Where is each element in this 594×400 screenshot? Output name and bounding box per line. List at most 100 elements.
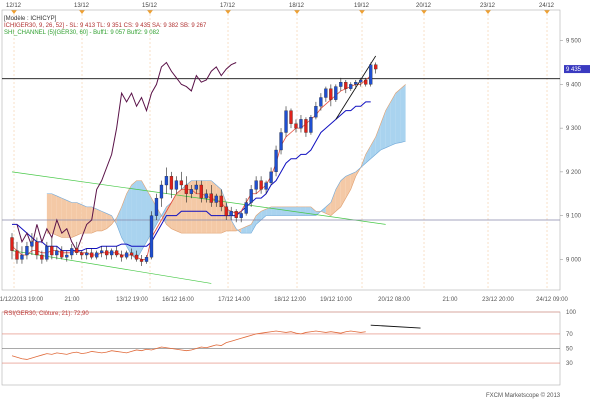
kumo-segment: [350, 171, 356, 190]
candle-body: [334, 86, 338, 100]
rsi-legend: RSI(GER30, Clôture, 21): 72,90: [4, 311, 89, 317]
kumo-segment: [206, 180, 212, 234]
candle-body: [105, 250, 109, 256]
kumo-segment: [106, 213, 112, 229]
candle-body: [364, 79, 368, 85]
candle-body: [80, 252, 84, 256]
candle-body: [50, 246, 54, 256]
price-tick-label: 9 100: [566, 214, 582, 220]
kumo-segment: [276, 206, 282, 216]
candle-body: [65, 254, 69, 258]
price-tick-label: 9 300: [566, 126, 582, 132]
kumo-segment: [101, 211, 107, 231]
candle-body: [299, 119, 303, 129]
candle-body: [149, 215, 154, 258]
candle-body: [264, 182, 268, 190]
date-marker: [485, 10, 491, 14]
footer-copyright: FXCM Marketscope © 2013: [486, 392, 561, 399]
time-tick-label: 23/12 20:00: [482, 297, 514, 303]
kumo-segment: [390, 93, 396, 146]
candle-body: [144, 257, 149, 262]
candle-body: [109, 250, 114, 256]
last-price-box: [564, 65, 590, 74]
candle-body: [60, 250, 64, 258]
date-marker: [294, 10, 300, 14]
channel-legend: SHI_CHANNEL (5)[GER30, 60] - Buff1: 9 05…: [4, 30, 160, 36]
candle-body: [194, 184, 198, 190]
kumo-segment: [216, 185, 222, 234]
candle-body: [304, 119, 308, 133]
price-axis: 9 000 9 100 9 200 9 300 9 400 9 500 9 435: [560, 39, 590, 263]
date-marker: [421, 10, 427, 14]
rsi-tick-label: 70: [566, 332, 573, 338]
candle-body: [229, 211, 233, 216]
candle-body: [35, 241, 39, 256]
date-marker: [79, 10, 85, 14]
price-tick-label: 9 000: [566, 257, 582, 263]
candle-body: [259, 180, 263, 190]
kumo-segment: [305, 206, 311, 216]
kumo-segment: [76, 202, 82, 236]
candle-body: [314, 106, 318, 118]
date-mark-label: 17/12: [220, 3, 236, 9]
time-tick-label: 20/12 08:00: [378, 297, 410, 303]
date-mark-label: 24/12: [539, 3, 555, 9]
price-tick-label: 9 400: [566, 82, 582, 88]
candle-body: [199, 184, 203, 199]
candle-body: [164, 176, 169, 186]
kumo-segment: [340, 176, 346, 207]
kumo-segment: [171, 193, 177, 231]
rsi-tick-label: 50: [566, 347, 573, 353]
date-marks: 12/12 13/12 15/12 17/12 18/12 19/12 20/12 23/12…: [6, 3, 555, 290]
candle-body: [55, 250, 59, 256]
candle-body: [25, 246, 29, 256]
candle-body: [204, 193, 208, 199]
candle-body: [359, 79, 363, 83]
candle-body: [279, 132, 283, 151]
date-mark-label: 19/12: [354, 3, 370, 9]
time-tick-label: 19/12 10:00: [320, 297, 352, 303]
candle-body: [174, 180, 179, 190]
ichimoku-legend: ICHIGER30, 9, 26, 52] - SL: 9 413 TL: 9 …: [4, 23, 207, 29]
candle-body: [40, 254, 44, 260]
kumo-segment: [385, 101, 391, 148]
candle-body: [85, 252, 89, 256]
candle-body: [15, 250, 19, 260]
candles[interactable]: [10, 62, 378, 266]
candle-body: [184, 184, 189, 194]
candle-body: [224, 206, 228, 216]
kumo-segment: [395, 88, 401, 144]
kumo-segment: [261, 209, 267, 220]
date-mark-label: 20/12: [416, 3, 432, 9]
candle-body: [289, 110, 293, 124]
kumo-segment: [66, 200, 72, 238]
kumo-segment: [241, 226, 247, 234]
candle-body: [30, 241, 34, 247]
candle-body: [374, 64, 378, 70]
kumo-segment: [176, 189, 182, 234]
candle-body: [234, 211, 238, 218]
kumo-segment: [81, 204, 87, 234]
rsi-tick-label: 30: [566, 361, 573, 367]
time-tick-label: 11/12/2013 19:00: [0, 297, 44, 303]
kumo-segment: [246, 224, 252, 234]
candle-body: [294, 123, 298, 129]
kumo-segment: [266, 206, 272, 216]
kumo-segment: [295, 206, 301, 216]
date-marker: [225, 10, 231, 14]
kumo-segment: [365, 145, 371, 164]
rsi-line: [11, 330, 366, 360]
kumo-segment: [335, 180, 341, 212]
candle-body: [70, 248, 74, 256]
date-marker: [544, 10, 550, 14]
candle-body: [319, 97, 323, 107]
time-tick-label: 24/12 09:00: [536, 297, 568, 303]
kumo-segment: [330, 189, 336, 216]
candle-body: [169, 176, 174, 190]
candle-body: [244, 202, 248, 214]
candle-body: [134, 254, 139, 260]
kumo-segment: [61, 198, 67, 238]
candle-body: [344, 82, 348, 89]
